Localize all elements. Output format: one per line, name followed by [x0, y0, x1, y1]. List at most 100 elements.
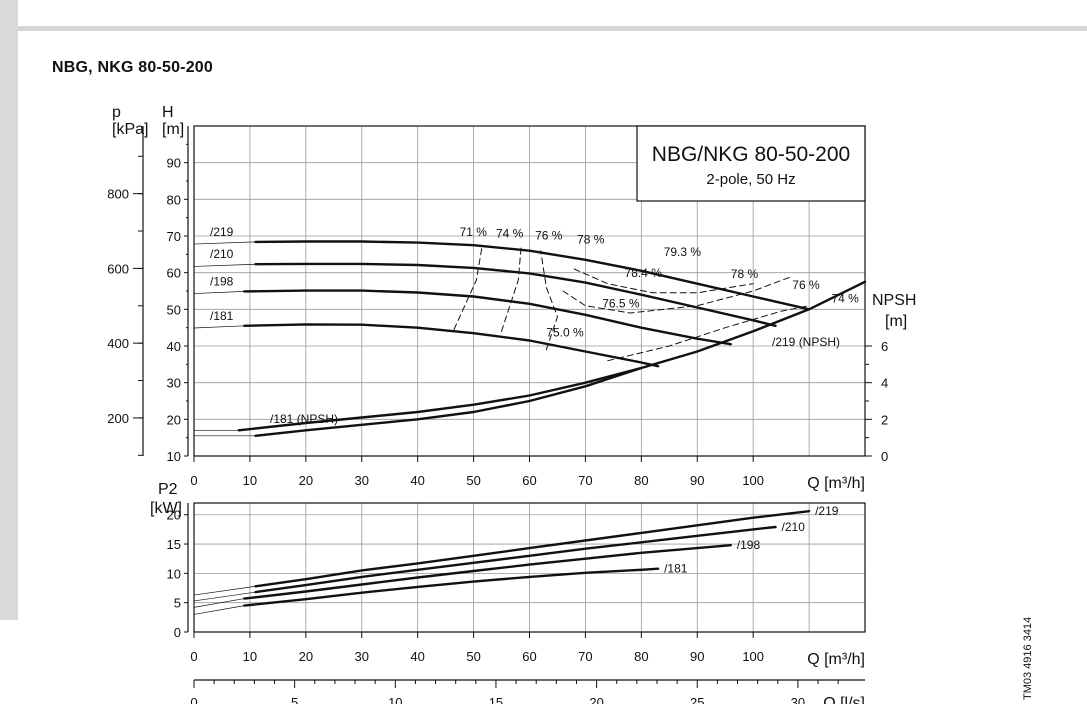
q-axis-label: Q [m³/h] — [807, 475, 865, 492]
curve-extension — [193, 291, 245, 294]
efficiency-label: 76 % — [792, 278, 820, 292]
head-curves — [193, 240, 811, 368]
efficiency-label: 78 % — [577, 232, 605, 246]
npsh-axis-unit: [m] — [885, 313, 907, 330]
h-axis-tick-label: 80 — [167, 192, 181, 207]
q-axis-tick-label: 60 — [522, 473, 536, 488]
top-divider-bar — [0, 26, 1087, 31]
ls-axis-tick-label: 5 — [291, 695, 298, 704]
ls-axis-tick-label: 10 — [388, 695, 402, 704]
ls-axis-tick-label: 15 — [489, 695, 503, 704]
power-curve-198 — [243, 544, 732, 600]
efficiency-iso-line — [540, 250, 558, 351]
q-axis-tick-label: 20 — [299, 649, 313, 664]
efficiency-label: 76.5 % — [602, 297, 640, 311]
legend-box-frame — [636, 125, 866, 202]
q-axis-tick-label: 50 — [466, 473, 480, 488]
curve-extension — [193, 605, 245, 615]
q-axis-tick-label: 0 — [190, 473, 197, 488]
h-axis-tick-label: 10 — [167, 449, 181, 464]
power-curve-210 — [254, 525, 777, 594]
q-axis-tick-label: 10 — [243, 473, 257, 488]
efficiency-label: 74 % — [831, 292, 859, 306]
q-axis-tick-label: 40 — [410, 473, 424, 488]
ls-axis-tick-label: 20 — [589, 695, 603, 704]
q-axis-tick-label: 90 — [690, 649, 704, 664]
p2-axis-label: P2 — [158, 481, 178, 498]
efficiency-label: 78.4 % — [625, 266, 663, 280]
ls-axis-tick-label: 0 — [190, 695, 197, 704]
head-curve-210 — [254, 262, 777, 327]
q-axis-label: Q [m³/h] — [807, 651, 865, 668]
npsh-axis-label: NPSH — [872, 292, 916, 309]
p-axis-tick-label: 200 — [107, 411, 129, 426]
h-axis-tick-label: 70 — [167, 229, 181, 244]
q-axis-tick-label: 100 — [742, 649, 764, 664]
power-plot — [184, 502, 866, 638]
power-curve-label: /210 — [782, 520, 806, 534]
h-axis-tick-label: 40 — [167, 339, 181, 354]
h-axis-tick-label: 30 — [167, 376, 181, 391]
page-title: NBG, NKG 80-50-200 — [52, 59, 213, 76]
p-axis-tick-label: 600 — [107, 261, 129, 276]
efficiency-label: 76 % — [535, 229, 563, 243]
efficiency-iso-line — [501, 246, 522, 332]
npsh-curve-1 — [254, 366, 643, 437]
head-curve-label: /219 — [210, 225, 234, 239]
h-axis-tick-label: 90 — [167, 156, 181, 171]
q-axis-tick-label: 100 — [742, 473, 764, 488]
h-axis-tick-label: 50 — [167, 302, 181, 317]
power-curve-label: /181 — [664, 562, 688, 576]
efficiency-lines — [453, 246, 810, 362]
p2-axis-unit: [kW] — [150, 500, 182, 517]
power-curve-219 — [254, 510, 811, 588]
curve-extension — [193, 585, 256, 596]
ls-axis-label: Q [l/s] — [823, 695, 865, 704]
q-axis-tick-label: 70 — [578, 473, 592, 488]
efficiency-iso-line — [607, 305, 810, 362]
p-axis-label: p [kPa] — [112, 104, 148, 138]
q-axis-tick-label: 80 — [634, 473, 648, 488]
npsh-curve-label: /219 (NPSH) — [772, 335, 840, 349]
efficiency-iso-line — [562, 275, 793, 314]
curve-extension — [193, 591, 256, 602]
p2-axis-tick-label: 5 — [174, 596, 181, 611]
npsh-curve-0 — [237, 280, 867, 432]
power-curve-181 — [243, 567, 660, 607]
efficiency-label: 79.3 % — [664, 245, 702, 259]
head-curve-label: /181 — [210, 309, 234, 323]
curve-extension — [193, 325, 245, 329]
curve-extension — [193, 263, 256, 267]
ls-axis — [193, 679, 865, 688]
curve-extension — [193, 598, 245, 608]
q-axis-tick-label: 40 — [410, 649, 424, 664]
q-axis-tick-label: 10 — [243, 649, 257, 664]
q-axis-tick-label: 30 — [355, 649, 369, 664]
power-curve-label: /198 — [737, 538, 761, 552]
legend-subtitle: 2-pole, 50 Hz — [706, 171, 795, 188]
ls-axis-tick-label: 30 — [791, 695, 805, 704]
curve-extension — [193, 241, 256, 245]
p2-axis-tick-label: 0 — [174, 625, 181, 640]
head-curve-219 — [254, 240, 811, 311]
npsh-axis-tick-label: 4 — [881, 376, 888, 391]
q-axis-tick-label: 0 — [190, 649, 197, 664]
p2-axis-tick-label: 15 — [167, 537, 181, 552]
legend-box — [636, 125, 866, 202]
h-axis-label: H [m] — [162, 104, 184, 138]
p-axis-tick-label: 400 — [107, 336, 129, 351]
npsh-axis-tick-label: 0 — [881, 449, 888, 464]
npsh-curve-label: /181 (NPSH) — [270, 412, 338, 426]
head-plot — [133, 125, 872, 462]
h-axis-tick-label: 20 — [167, 412, 181, 427]
p2-axis-tick-label: 20 — [167, 508, 181, 523]
q-axis-tick-label: 90 — [690, 473, 704, 488]
ls-axis-tick-label: 25 — [690, 695, 704, 704]
p-axis-tick-label: 800 — [107, 187, 129, 202]
efficiency-iso-line — [453, 246, 483, 330]
head-curve-181 — [243, 323, 660, 368]
head-curve-label: /210 — [210, 247, 234, 261]
npsh-curves — [194, 280, 867, 437]
h-axis-tick-label: 60 — [167, 266, 181, 281]
